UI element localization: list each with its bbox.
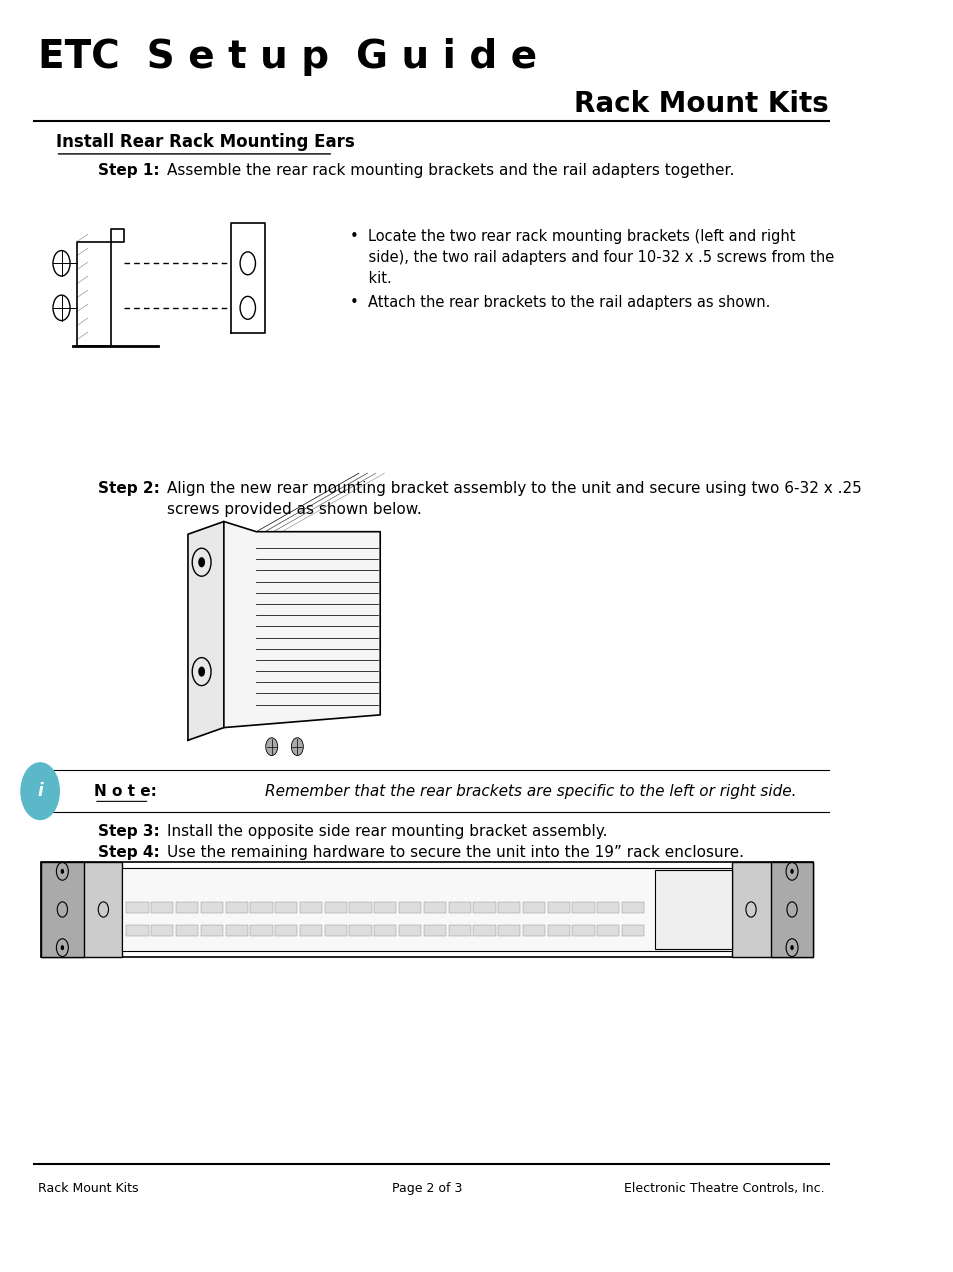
Bar	[200, 902, 223, 913]
Bar	[274, 925, 297, 936]
Bar	[621, 902, 643, 913]
Text: Rack Mount Kits: Rack Mount Kits	[574, 90, 828, 118]
Text: Assemble the rear rack mounting brackets and the rail adapters together.: Assemble the rear rack mounting brackets…	[167, 163, 733, 178]
Polygon shape	[188, 522, 224, 740]
Bar	[374, 925, 396, 936]
Bar	[299, 902, 322, 913]
Circle shape	[198, 667, 205, 677]
Circle shape	[61, 945, 64, 950]
Bar	[423, 925, 446, 936]
Text: ETC  S e t u p  G u i d e: ETC S e t u p G u i d e	[38, 38, 537, 76]
Circle shape	[789, 869, 793, 874]
Bar	[127, 902, 149, 913]
Text: Align the new rear mounting bracket assembly to the unit and secure using two 6-: Align the new rear mounting bracket asse…	[167, 481, 861, 516]
Bar	[122, 868, 732, 951]
Bar	[522, 925, 544, 936]
Bar	[349, 902, 372, 913]
Bar	[547, 925, 569, 936]
Bar	[522, 902, 544, 913]
Text: •  Attach the rear brackets to the rail adapters as shown.: • Attach the rear brackets to the rail a…	[350, 295, 770, 310]
Bar	[732, 862, 813, 957]
Text: •  Locate the two rear rack mounting brackets (left and right
    side), the two: • Locate the two rear rack mounting brac…	[350, 229, 834, 286]
Bar	[572, 925, 594, 936]
Text: Step 2:: Step 2:	[98, 481, 160, 496]
Text: Rack Mount Kits: Rack Mount Kits	[38, 1182, 139, 1194]
Bar	[770, 862, 813, 957]
Circle shape	[21, 763, 59, 819]
Bar	[497, 902, 519, 913]
Bar	[274, 902, 297, 913]
Bar	[41, 862, 813, 957]
Text: i: i	[37, 782, 43, 800]
Bar	[547, 902, 569, 913]
Text: Remember that the rear brackets are specific to the left or right side.: Remember that the rear brackets are spec…	[265, 784, 796, 799]
Text: Step 1:: Step 1:	[98, 163, 160, 178]
Bar	[655, 870, 732, 949]
Bar	[152, 925, 173, 936]
Bar	[250, 902, 273, 913]
Bar	[41, 862, 122, 957]
Bar	[473, 925, 495, 936]
Bar	[448, 902, 470, 913]
Bar	[398, 902, 421, 913]
Bar	[41, 862, 84, 957]
Bar	[152, 902, 173, 913]
Circle shape	[291, 738, 303, 756]
Bar	[621, 925, 643, 936]
Bar	[349, 925, 372, 936]
Text: Install the opposite side rear mounting bracket assembly.: Install the opposite side rear mounting …	[167, 824, 606, 840]
Bar	[127, 925, 149, 936]
Bar	[423, 902, 446, 913]
Bar	[398, 925, 421, 936]
Bar	[225, 925, 248, 936]
Bar	[572, 902, 594, 913]
Bar	[175, 925, 198, 936]
Bar	[299, 925, 322, 936]
Bar	[225, 902, 248, 913]
Text: Step 3:: Step 3:	[98, 824, 160, 840]
Bar	[473, 902, 495, 913]
Bar	[597, 925, 618, 936]
Bar	[324, 925, 347, 936]
Text: Install Rear Rack Mounting Ears: Install Rear Rack Mounting Ears	[55, 134, 354, 151]
Circle shape	[266, 738, 277, 756]
Circle shape	[198, 557, 205, 567]
Bar	[250, 925, 273, 936]
Polygon shape	[224, 522, 380, 728]
Circle shape	[789, 945, 793, 950]
Text: Use the remaining hardware to secure the unit into the 19” rack enclosure.: Use the remaining hardware to secure the…	[167, 845, 742, 860]
Bar	[324, 902, 347, 913]
Text: Page 2 of 3: Page 2 of 3	[392, 1182, 462, 1194]
Circle shape	[61, 869, 64, 874]
Bar	[497, 925, 519, 936]
Bar	[175, 902, 198, 913]
Text: N o t e:: N o t e:	[94, 784, 156, 799]
Bar	[374, 902, 396, 913]
Bar	[597, 902, 618, 913]
Bar	[448, 925, 470, 936]
Text: Electronic Theatre Controls, Inc.: Electronic Theatre Controls, Inc.	[623, 1182, 823, 1194]
Bar	[200, 925, 223, 936]
Text: Step 4:: Step 4:	[98, 845, 160, 860]
